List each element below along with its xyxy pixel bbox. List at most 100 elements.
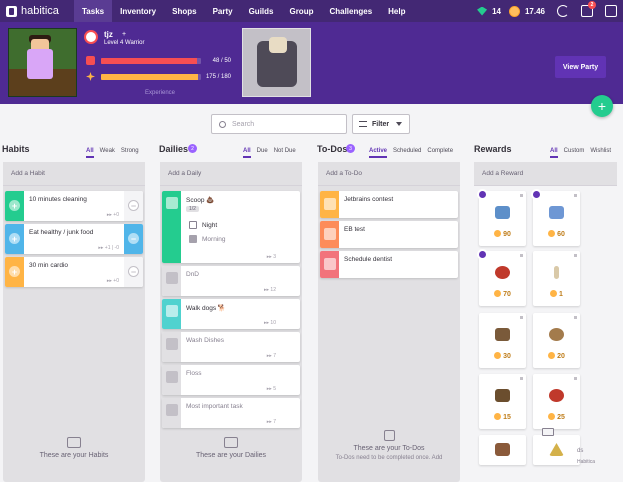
habits-filter-all[interactable]: All bbox=[86, 148, 94, 158]
nav-inventory[interactable]: Inventory bbox=[120, 6, 157, 16]
daily-card[interactable]: DnD ▸▸ 12 bbox=[162, 266, 300, 296]
daily-card[interactable]: Scoop 💩 1/2 Night Morning ▸▸ 3 bbox=[162, 191, 300, 263]
habit-minus-button[interactable]: − bbox=[128, 233, 139, 244]
chest-icon bbox=[495, 443, 510, 456]
todo-card[interactable]: Schedule dentist bbox=[320, 251, 458, 278]
habit-plus-button[interactable]: + bbox=[9, 266, 20, 277]
notifications-icon[interactable]: 2 bbox=[581, 1, 596, 17]
todos-filter-scheduled[interactable]: Scheduled bbox=[393, 148, 422, 154]
habit-plus-button[interactable]: + bbox=[9, 200, 20, 211]
pin-icon[interactable] bbox=[477, 189, 488, 200]
reward-item[interactable]: 30 bbox=[479, 313, 526, 368]
add-task-button[interactable]: + bbox=[591, 95, 613, 117]
view-party-button[interactable]: View Party bbox=[555, 56, 606, 78]
reward-item[interactable] bbox=[533, 435, 580, 465]
reward-price: 70 bbox=[479, 290, 526, 298]
habit-plus-button[interactable]: + bbox=[9, 233, 20, 244]
sync-icon[interactable] bbox=[557, 5, 569, 17]
avatar[interactable] bbox=[8, 28, 77, 97]
habit-minus-button[interactable]: − bbox=[128, 266, 139, 277]
todos-empty-state: These are your To-Dos To-Dos need to be … bbox=[318, 430, 460, 461]
habits-title: Habits bbox=[2, 144, 30, 154]
reward-item[interactable]: 25 bbox=[533, 374, 580, 429]
todo-checkbox[interactable] bbox=[324, 258, 336, 270]
reward-item[interactable]: 15 bbox=[479, 374, 526, 429]
reward-item[interactable]: 70 bbox=[477, 249, 526, 306]
habits-filter-weak[interactable]: Weak bbox=[99, 148, 115, 154]
todo-checkbox[interactable] bbox=[324, 228, 336, 240]
daily-checkbox[interactable] bbox=[166, 197, 178, 209]
party-member-avatar[interactable] bbox=[242, 28, 311, 97]
daily-card[interactable]: Floss ▸▸ 5 bbox=[162, 365, 300, 395]
filter-label: Filter bbox=[372, 120, 390, 128]
dailies-filter-all[interactable]: All bbox=[243, 148, 251, 158]
daily-checkbox[interactable] bbox=[166, 371, 178, 383]
todos-filter-active[interactable]: Active bbox=[369, 148, 388, 158]
daily-card[interactable]: Wash Dishes ▸▸ 7 bbox=[162, 332, 300, 362]
habitica-logo[interactable]: habitica bbox=[6, 5, 74, 17]
habit-card[interactable]: + − Eat healthy / junk food ▸▸ +1 | -0 bbox=[5, 224, 143, 254]
checkbox[interactable] bbox=[189, 221, 197, 229]
rewards-filter-custom[interactable]: Custom bbox=[563, 148, 585, 154]
sword-icon bbox=[549, 206, 564, 219]
daily-checkbox[interactable] bbox=[166, 404, 178, 416]
daily-card[interactable]: Walk dogs 🐕 ▸▸ 10 bbox=[162, 299, 300, 329]
reward-item[interactable] bbox=[479, 435, 526, 465]
checkbox[interactable] bbox=[189, 235, 197, 243]
nav-guilds[interactable]: Guilds bbox=[248, 6, 274, 16]
user-menu-icon[interactable] bbox=[605, 5, 617, 17]
checklist-count[interactable]: 1/2 bbox=[186, 206, 199, 212]
filter-button[interactable]: Filter bbox=[352, 114, 410, 134]
rewards-filter-wishlist[interactable]: Wishlist bbox=[590, 148, 612, 154]
daily-streak: ▸▸ 5 bbox=[266, 386, 276, 392]
habit-card[interactable]: + − 30 min cardio ▸▸ +0 bbox=[5, 257, 143, 287]
reward-item[interactable]: 20 bbox=[533, 313, 580, 368]
pin-icon[interactable] bbox=[531, 189, 542, 200]
nav-shops[interactable]: Shops bbox=[172, 6, 197, 16]
add-daily-input[interactable]: Add a Daily bbox=[160, 162, 302, 186]
todo-checkbox[interactable] bbox=[324, 198, 336, 210]
reward-item[interactable]: 1 bbox=[533, 251, 580, 306]
todo-text: EB test bbox=[344, 226, 365, 233]
checklist-item[interactable]: Night bbox=[189, 221, 217, 229]
habit-card[interactable]: + − 10 minutes cleaning ▸▸ +0 bbox=[5, 191, 143, 221]
pin-icon[interactable] bbox=[477, 249, 488, 260]
add-todo-input[interactable]: Add a To-Do bbox=[318, 162, 460, 186]
todos-filter-complete[interactable]: Complete bbox=[427, 148, 454, 154]
nav-challenges[interactable]: Challenges bbox=[329, 6, 373, 16]
dailies-filter-due[interactable]: Due bbox=[256, 148, 268, 154]
search-input[interactable]: Search bbox=[211, 114, 347, 134]
daily-checkbox[interactable] bbox=[166, 272, 178, 284]
gem-icon[interactable] bbox=[477, 6, 488, 16]
nav-help[interactable]: Help bbox=[388, 6, 406, 16]
reward-item[interactable]: 90 bbox=[477, 189, 526, 246]
habit-minus-button[interactable]: − bbox=[128, 200, 139, 211]
nav-tasks[interactable]: Tasks bbox=[74, 0, 113, 22]
calendar-icon bbox=[224, 437, 238, 448]
checklist-item[interactable]: Morning bbox=[189, 235, 225, 243]
habit-streak: ▸▸ +0 bbox=[106, 212, 119, 218]
daily-card[interactable]: Most important task ▸▸ 7 bbox=[162, 398, 300, 428]
filter-icon bbox=[359, 121, 367, 127]
habits-filter-strong[interactable]: Strong bbox=[120, 148, 139, 154]
nav-group[interactable]: Group bbox=[289, 6, 314, 16]
daily-text: Scoop 💩 bbox=[186, 197, 215, 204]
checklist-text: Night bbox=[202, 221, 218, 229]
add-reward-input[interactable]: Add a Reward bbox=[474, 162, 617, 186]
daily-text: DnD bbox=[186, 271, 200, 278]
rewards-filter-all[interactable]: All bbox=[550, 148, 558, 158]
todo-card[interactable]: Jetbrains contest bbox=[320, 191, 458, 218]
reward-price: 90 bbox=[479, 230, 526, 238]
notification-badge: 2 bbox=[588, 1, 596, 9]
todo-card[interactable]: EB test bbox=[320, 221, 458, 248]
rewards-title: Rewards bbox=[474, 144, 512, 154]
nav-party[interactable]: Party bbox=[212, 6, 233, 16]
add-habit-input[interactable]: Add a Habit bbox=[3, 162, 145, 186]
daily-checkbox[interactable] bbox=[166, 338, 178, 350]
dailies-title: Dailies bbox=[159, 144, 189, 154]
todos-list: Add a To-Do Jetbrains contest EB test Sc… bbox=[318, 162, 460, 482]
star-icon bbox=[86, 72, 95, 81]
daily-checkbox[interactable] bbox=[166, 305, 178, 317]
dailies-filter-not-due[interactable]: Not Due bbox=[273, 148, 296, 154]
reward-item[interactable]: 60 bbox=[531, 189, 580, 246]
